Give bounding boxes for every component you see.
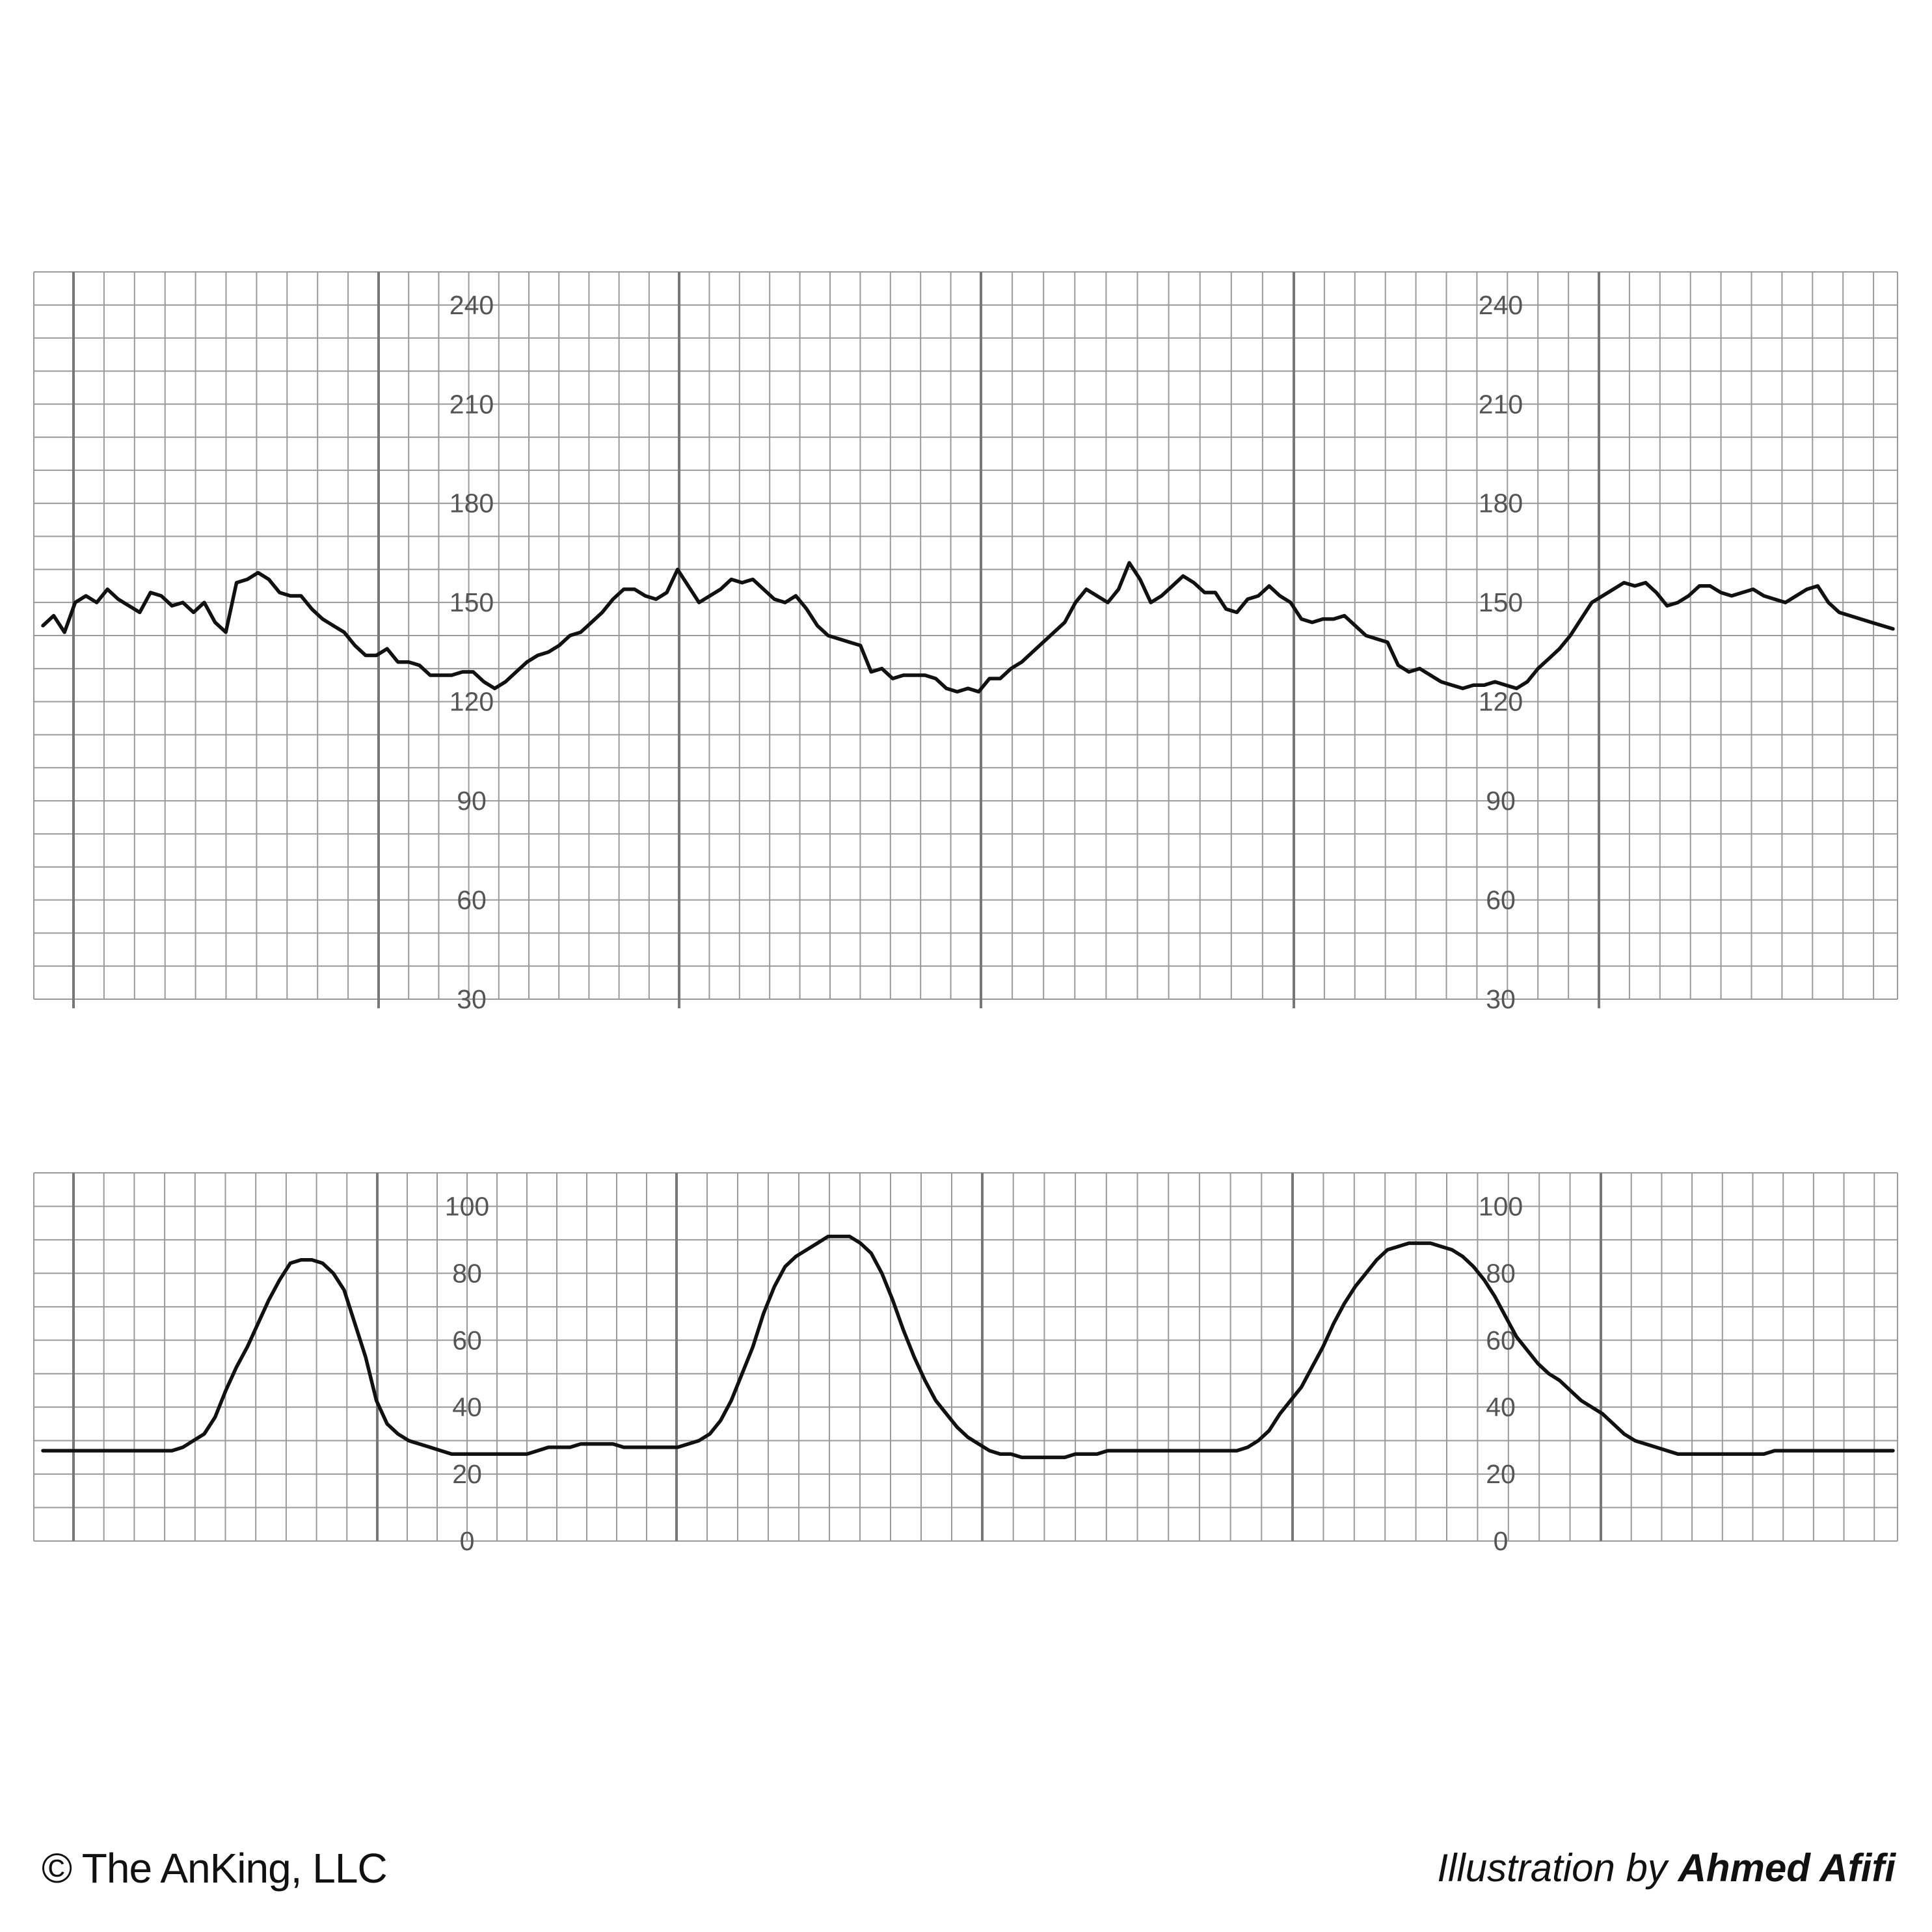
y-tick-label: 100 [1479,1191,1523,1221]
y-tick-label: 180 [449,489,494,518]
illustration-prefix: Illustration by [1437,1846,1667,1890]
y-tick-label: 40 [1486,1392,1516,1422]
y-tick-label: 60 [457,885,487,915]
y-tick-label: 210 [449,389,494,419]
series-line [41,1235,1895,1460]
y-tick-label: 20 [452,1459,482,1489]
y-tick-label: 60 [452,1325,482,1355]
y-tick-label: 180 [1479,489,1523,518]
y-tick-label: 90 [1486,786,1516,816]
y-tick-label: 150 [1479,587,1523,617]
uc-grid [33,1172,1898,1542]
y-tick-label: 210 [1479,389,1523,419]
y-tick-label: 0 [1494,1526,1509,1556]
y-tick-label: 120 [449,687,494,717]
y-tick-label: 30 [1486,984,1516,1014]
y-tick-label: 60 [1486,885,1516,915]
y-tick-label: 0 [460,1526,475,1556]
y-tick-label: 30 [457,984,487,1014]
y-tick-label: 80 [1486,1258,1516,1288]
y-tick-label: 240 [449,290,494,320]
fetal-heart-rate-panel: 30 60 90 120 150 180 210 240 30 60 90 120 150 180 210 2… [33,271,1898,1014]
y-tick-label: 120 [1479,687,1523,717]
series-line [41,561,1895,694]
fhr-grid [33,271,1898,1008]
fhr-trace [41,561,1895,694]
illustrator-name: Ahmed Afifi [1678,1846,1896,1890]
y-tick-label: 90 [457,786,487,816]
y-tick-label: 20 [1486,1459,1516,1489]
y-tick-label: 40 [452,1392,482,1422]
y-tick-label: 150 [449,587,494,617]
uterine-contraction-panel: 0 20 40 60 80 100 0 20 40 60 80 100 [33,1172,1898,1556]
copyright-text: © The AnKing, LLC [42,1845,388,1892]
y-tick-label: 100 [445,1191,489,1221]
uc-tick-labels: 0 20 40 60 80 100 0 20 40 60 80 100 [445,1191,1523,1556]
uc-trace [41,1235,1895,1460]
y-tick-label: 240 [1479,290,1523,320]
y-tick-label: 60 [1486,1325,1516,1355]
illustrator-credit: Illustration by Ahmed Afifi [1437,1845,1896,1890]
fhr-tick-labels: 30 60 90 120 150 180 210 240 30 60 90 120 150 180 210 2… [449,290,1523,1014]
y-tick-label: 80 [452,1258,482,1288]
